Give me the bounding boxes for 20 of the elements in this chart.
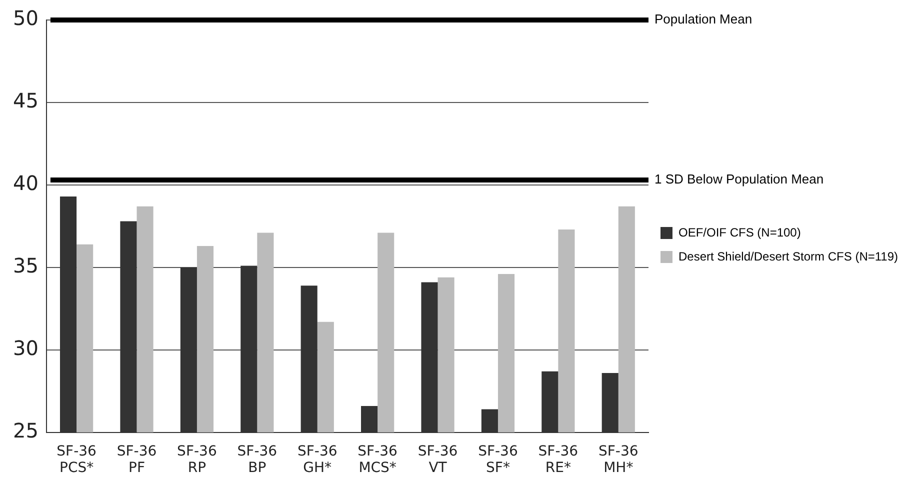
y-tick-label: 50 [12, 6, 38, 30]
y-tick-label: 25 [12, 418, 38, 443]
x-tick-label: SF-36 BP [237, 443, 278, 476]
x-tick-label: SF-36 MH* [598, 443, 638, 476]
x-tick-label: SF-36 RE* [538, 443, 578, 476]
y-tick-label: 35 [12, 254, 38, 278]
x-tick-label: SF-36 PF [116, 443, 157, 476]
x-tick-label: SF-36 RP [177, 443, 217, 476]
y-tick-label: 40 [12, 171, 38, 196]
y-tick-label: 45 [12, 88, 38, 113]
x-tick-label: SF-36 GH* [297, 443, 338, 476]
x-tick-label: SF-36 VT [418, 443, 458, 476]
x-tick-label: SF-36 SF* [478, 443, 518, 476]
x-tick-label: SF-36 MCS* [358, 443, 398, 476]
legend-label: Desert Shield/Desert Storm CFS (N=119) [678, 249, 898, 264]
ref-line-label: 1 SD Below Population Mean [654, 172, 824, 187]
legend-label: OEF/OIF CFS (N=100) [678, 225, 801, 240]
y-tick-label: 30 [12, 336, 38, 360]
x-tick-label: SF-36 PCS* [56, 443, 97, 476]
ref-line-label: Population Mean [654, 12, 752, 27]
